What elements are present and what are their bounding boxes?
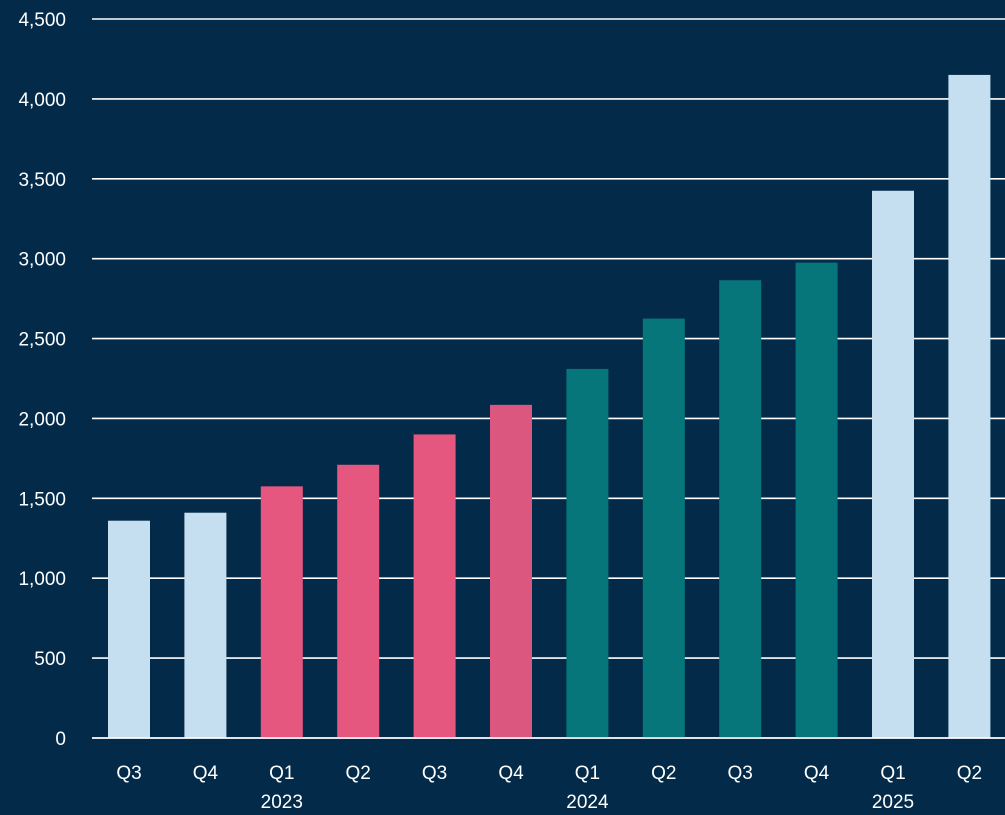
- x-tick-label: Q4: [498, 763, 524, 784]
- x-tick-label: Q3: [116, 763, 141, 784]
- x-tick-label: Q1: [575, 763, 600, 784]
- x-tick-label: Q2: [346, 763, 371, 784]
- y-axis-tick-labels: 0 500 1,000 1,500 2,000 2,500 3,000 3,500 4,000 4…: [18, 10, 66, 750]
- y-tick-label: 4,000: [18, 90, 66, 111]
- y-tick-label: 2,000: [18, 409, 66, 430]
- bar: [490, 404, 532, 738]
- bar: [337, 464, 380, 738]
- bar: [566, 368, 609, 738]
- year-label: 2023: [261, 792, 303, 813]
- x-tick-label: Q3: [728, 763, 753, 784]
- x-tick-label: Q2: [651, 763, 676, 784]
- x-tick-label: Q1: [269, 763, 294, 784]
- year-label: 2025: [872, 792, 914, 813]
- bar: [108, 520, 150, 738]
- bar: [872, 190, 914, 738]
- bars: [92, 74, 1005, 739]
- y-tick-label: 1,000: [18, 569, 66, 590]
- bar: [719, 280, 762, 738]
- bar: [642, 318, 685, 738]
- y-tick-label: 2,500: [18, 330, 66, 351]
- bar: [795, 262, 838, 738]
- y-tick-label: 3,500: [18, 170, 66, 191]
- bar: [184, 512, 227, 738]
- x-tick-label: Q3: [422, 763, 447, 784]
- y-tick-label: 1,500: [18, 489, 66, 510]
- gridlines: [92, 18, 1005, 739]
- year-label: 2024: [566, 792, 609, 813]
- x-tick-label: Q4: [193, 763, 219, 784]
- y-tick-label: 0: [55, 729, 66, 750]
- bar: [948, 74, 991, 738]
- y-tick-label: 3,000: [18, 250, 66, 271]
- y-tick-label: 500: [34, 649, 66, 670]
- x-axis-year-labels: 2023 2024 2025: [261, 792, 914, 813]
- x-tick-label: Q1: [880, 763, 905, 784]
- x-axis-tick-labels: Q3 Q4 Q1 Q2 Q3 Q4 Q1 Q2 Q3 Q4 Q1 Q2: [116, 763, 982, 784]
- bar: [260, 486, 303, 738]
- x-tick-label: Q4: [804, 763, 830, 784]
- x-tick-label: Q2: [957, 763, 982, 784]
- bar: [413, 434, 456, 738]
- y-tick-label: 4,500: [18, 10, 66, 31]
